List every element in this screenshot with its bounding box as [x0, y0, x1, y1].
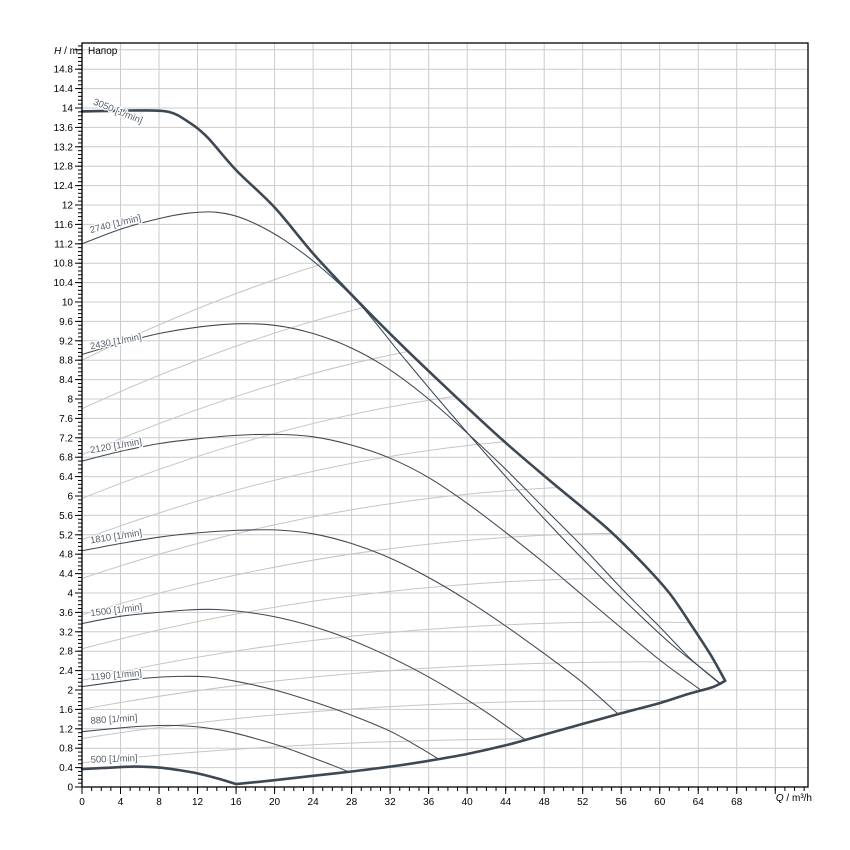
curve-2120	[81, 433, 703, 692]
y-tick-label: 0.4	[59, 763, 73, 774]
curve-1500	[81, 608, 526, 741]
y-tick-label: 2.8	[59, 647, 73, 658]
y-tick-label: 8.8	[59, 356, 73, 367]
gridlines	[82, 43, 808, 787]
y-tick-label: 10.8	[54, 259, 74, 270]
efficiency-line	[82, 621, 727, 681]
x-tick-label: 0	[79, 797, 85, 808]
y-tick-label: 14	[62, 103, 74, 114]
y-tick-label: 12.8	[54, 162, 74, 173]
y-tick-label: 0.8	[59, 744, 73, 755]
x-tick-label: 44	[500, 797, 512, 808]
y-axis-unit-label: H / m	[18, 46, 78, 57]
y-tick-label: 5.2	[59, 530, 73, 541]
y-tick-label: 2	[67, 685, 73, 696]
x-tick-label: 40	[462, 797, 474, 808]
y-tick-label: 6.4	[59, 472, 73, 483]
x-tick-label: 56	[616, 797, 628, 808]
curve-1190	[81, 675, 439, 760]
x-axis-unit-label: Q / m³/h	[712, 793, 812, 804]
curve-880	[81, 724, 349, 773]
y-tick-label: 8	[67, 394, 73, 405]
y-tick-label: 9.6	[59, 317, 73, 328]
efficiency-line	[82, 699, 727, 739]
y-tick-label: 14.8	[54, 65, 74, 76]
y-tick-label: 2.4	[59, 666, 73, 677]
y-tick-label: 10.4	[54, 278, 74, 289]
y-tick-label: 4.8	[59, 550, 73, 561]
curve-label-880: 880 [1/min]	[90, 713, 138, 727]
y-tick-label: 14.4	[54, 84, 74, 95]
y-tick-label: 6.8	[59, 453, 73, 464]
curve-label-500: 500 [1/min]	[90, 753, 137, 766]
x-tick-label: 20	[269, 797, 281, 808]
efficiency-line	[82, 661, 727, 710]
y-tick-label: 8.4	[59, 375, 73, 386]
x-tick-label: 36	[423, 797, 435, 808]
y-tick-label: 13.6	[54, 123, 74, 134]
curve-3050	[80, 109, 727, 683]
y-tick-label: 5.6	[59, 511, 73, 522]
x-tick-label: 64	[693, 797, 705, 808]
x-tick-label: 32	[385, 797, 397, 808]
curve-2430	[81, 323, 721, 685]
y-tick-label: 12.4	[54, 181, 74, 192]
x-tick-label: 12	[192, 797, 204, 808]
y-tick-label: 4.4	[59, 569, 73, 580]
y-tick-label: 1.6	[59, 705, 73, 716]
y-tick-label: 7.6	[59, 414, 73, 425]
y-axis-symbol: H	[54, 46, 62, 57]
y-tick-label: 9.2	[59, 336, 73, 347]
y-tick-label: 12	[62, 200, 74, 211]
y-tick-label: 0	[67, 783, 73, 794]
y-tick-label: 7.2	[59, 433, 73, 444]
curve-1810	[81, 529, 618, 714]
y-axis-unit-suffix: / m	[61, 46, 78, 57]
y-tick-label: 11.6	[54, 220, 73, 231]
x-tick-label: 68	[731, 797, 743, 808]
curve-2740	[81, 211, 722, 685]
y-tick-label: 13.2	[54, 142, 74, 153]
x-tick-label: 60	[654, 797, 666, 808]
curve-500	[80, 765, 238, 786]
tick-labels: 0 0.4 0.8 1.2 1.6 2 2.4 2.8 3.2 3.6 4 4.4 4.8 5.2 5.6 6…	[54, 65, 743, 808]
y-tick-label: 1.2	[59, 724, 73, 735]
x-tick-label: 4	[118, 797, 124, 808]
chart-title: Напор	[88, 46, 118, 57]
curve-operating-limit	[234, 679, 727, 786]
x-tick-label: 16	[230, 797, 242, 808]
x-tick-label: 24	[308, 797, 320, 808]
y-tick-label: 6	[67, 491, 73, 502]
axis-ticks	[75, 45, 805, 794]
x-tick-label: 28	[346, 797, 358, 808]
speed-curves	[80, 109, 727, 786]
x-axis-unit-suffix: / m³/h	[783, 793, 812, 804]
x-tick-label: 48	[539, 797, 551, 808]
y-tick-label: 4	[67, 588, 73, 599]
y-tick-label: 3.6	[59, 608, 73, 619]
x-tick-label: 52	[577, 797, 589, 808]
y-tick-label: 10	[62, 297, 74, 308]
x-tick-label: 8	[156, 797, 162, 808]
y-tick-label: 11.2	[54, 239, 73, 250]
x-axis-symbol: Q	[775, 793, 784, 804]
curve-label-1190: 1190 [1/min]	[90, 668, 142, 683]
y-tick-label: 3.2	[59, 627, 73, 638]
